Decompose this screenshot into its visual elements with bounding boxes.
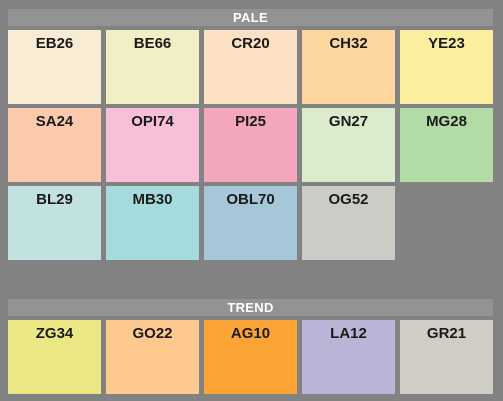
swatch-code-label: GR21: [426, 325, 467, 342]
swatch-code-label: ZG34: [35, 325, 74, 342]
swatch-code-label: BL29: [36, 191, 73, 208]
section-header-trend: TREND: [8, 299, 493, 316]
color-swatch-sa24[interactable]: SA24: [8, 108, 101, 182]
color-swatch-obl70[interactable]: OBL70: [204, 186, 297, 260]
color-swatch-cr20[interactable]: CR20: [204, 30, 297, 104]
color-swatch-mb30[interactable]: MB30: [106, 186, 199, 260]
swatch-code-label: PI25: [235, 113, 266, 130]
swatch-code-label: OG52: [328, 191, 369, 208]
swatch-code-label: CH32: [329, 35, 368, 52]
swatch-code-label: SA24: [35, 113, 74, 130]
swatch-code-label: GO22: [132, 325, 173, 342]
color-swatch-ag10[interactable]: AG10: [204, 320, 297, 394]
swatch-code-label: MB30: [132, 191, 173, 208]
swatch-code-label: MG28: [426, 113, 467, 130]
section-header-pale: PALE: [8, 9, 493, 26]
color-swatch-mg28[interactable]: MG28: [400, 108, 493, 182]
swatch-code-label: GN27: [328, 113, 369, 130]
swatch-code-label: EB26: [35, 35, 74, 52]
color-swatch-pi25[interactable]: PI25: [204, 108, 297, 182]
color-swatch-opi74[interactable]: OPI74: [106, 108, 199, 182]
color-swatch-og52[interactable]: OG52: [302, 186, 395, 260]
swatch-code-label: CR20: [231, 35, 270, 52]
swatch-code-label: BE66: [133, 35, 172, 52]
color-swatch-zg34[interactable]: ZG34: [8, 320, 101, 394]
swatch-code-label: LA12: [330, 325, 367, 342]
trend-swatch-grid: ZG34 GO22 AG10 LA12 GR21: [8, 320, 493, 394]
color-swatch-eb26[interactable]: EB26: [8, 30, 101, 104]
pale-swatch-grid: EB26 BE66 CR20 CH32 YE23 SA24 OPI74 PI25 GN27 MG2…: [8, 30, 493, 260]
color-swatch-bl29[interactable]: BL29: [8, 186, 101, 260]
swatch-code-label: OBL70: [226, 191, 275, 208]
color-swatch-la12[interactable]: LA12: [302, 320, 395, 394]
swatch-code-label: OPI74: [131, 113, 174, 130]
color-swatch-gr21[interactable]: GR21: [400, 320, 493, 394]
swatch-code-label: AG10: [230, 325, 271, 342]
color-swatch-be66[interactable]: BE66: [106, 30, 199, 104]
color-swatch-gn27[interactable]: GN27: [302, 108, 395, 182]
color-swatch-go22[interactable]: GO22: [106, 320, 199, 394]
swatch-code-label: YE23: [428, 35, 465, 52]
color-swatch-ye23[interactable]: YE23: [400, 30, 493, 104]
color-swatch-ch32[interactable]: CH32: [302, 30, 395, 104]
